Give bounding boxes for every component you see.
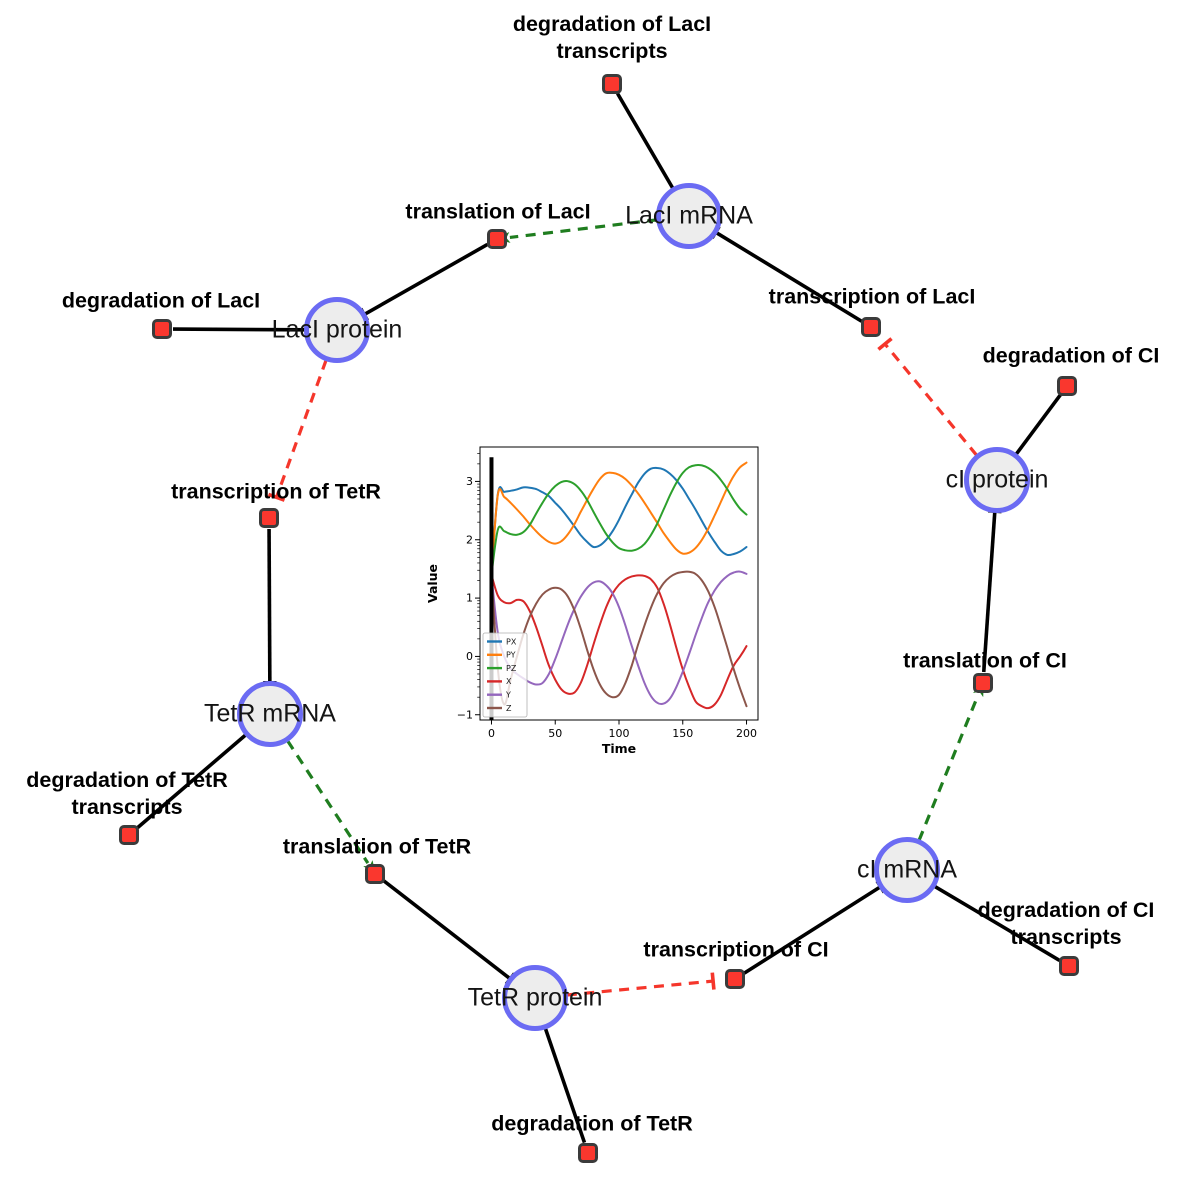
reaction-node-deg-laci-tr[interactable]: [602, 74, 622, 94]
species-node-laci-protein[interactable]: [304, 297, 370, 363]
edge-reactant-ci-mrna-deg-ci-tr: [933, 884, 1061, 962]
y-tick-label: 0: [466, 650, 473, 663]
y-axis-label: Value: [425, 564, 440, 603]
edge-modifier-tetr-mrna-transl-tetr: [286, 739, 377, 876]
reaction-node-transl-tetr[interactable]: [365, 864, 385, 884]
x-axis-label: Time: [602, 741, 636, 756]
edge-reactant-tetr-protein-deg-tetr: [543, 1027, 587, 1144]
edge-product-transc-laci-laci-mrna: [701, 223, 863, 323]
x-tick-label: 0: [488, 727, 495, 740]
reaction-node-transl-laci[interactable]: [487, 229, 507, 249]
edge-reactant-tetr-mrna-deg-tetr-tr: [136, 733, 247, 830]
inset-time-series-chart: −1 0 1 2 3 0 50 100 150 200 Time Value PX PY PZ XYZ: [425, 437, 777, 763]
legend-label-y: Y: [505, 691, 511, 700]
series-line-z: [490, 570, 748, 708]
series-line-pz: [490, 464, 748, 576]
y-tick-label: 2: [466, 533, 473, 546]
legend-label-py: PY: [506, 651, 516, 660]
x-tick-label: 150: [672, 727, 693, 740]
series-line-x: [490, 573, 748, 710]
legend-label-z: Z: [506, 704, 512, 713]
legend-label-px: PX: [506, 637, 517, 646]
y-tick-label: 3: [466, 475, 473, 488]
reaction-node-deg-tetr-tr[interactable]: [119, 825, 139, 845]
x-tick-label: 50: [548, 727, 562, 740]
edge-inhibition-tetr-protein-transc-ci: [566, 972, 716, 997]
reaction-node-deg-ci[interactable]: [1057, 376, 1077, 396]
edge-reactant-laci-mrna-deg-laci-tr: [615, 92, 675, 190]
species-node-tetr-protein[interactable]: [502, 965, 568, 1031]
y-tick-label: 1: [466, 592, 473, 605]
series-line-y: [490, 570, 748, 706]
y-tick-label: −1: [457, 708, 473, 721]
edge-product-transc-ci-ci-mrna: [743, 878, 895, 975]
edge-modifier-ci-mrna-transl-ci: [917, 681, 984, 841]
reaction-node-deg-ci-tr[interactable]: [1059, 956, 1079, 976]
series-line-py: [490, 461, 748, 576]
reaction-node-transl-ci[interactable]: [973, 673, 993, 693]
edge-reactant-ci-protein-deg-ci: [1014, 393, 1062, 456]
reaction-node-transc-ci[interactable]: [725, 969, 745, 989]
reaction-node-deg-tetr[interactable]: [578, 1143, 598, 1163]
species-node-ci-protein[interactable]: [964, 447, 1030, 513]
species-node-ci-mrna[interactable]: [874, 837, 940, 903]
edge-modifier-laci-mrna-transl-laci: [495, 218, 658, 243]
edge-product-transc-tetr-tetr-mrna: [263, 528, 277, 700]
legend-label-pz: PZ: [506, 664, 517, 673]
reaction-node-transc-tetr[interactable]: [259, 508, 279, 528]
edge-product-transl-laci-laci-protein: [350, 242, 489, 323]
series-line-px: [490, 466, 748, 576]
edge-product-transl-tetr-tetr-protein: [382, 879, 524, 989]
x-tick-label: 200: [736, 727, 757, 740]
legend-label-x: X: [506, 677, 512, 686]
edge-inhibition-ci-protein-transc-laci: [877, 337, 978, 457]
species-node-tetr-mrna[interactable]: [237, 681, 303, 747]
edge-reactant-laci-protein-deg-laci: [172, 327, 306, 332]
edge-inhibition-laci-protein-transc-tetr: [267, 359, 328, 502]
species-node-laci-mrna[interactable]: [656, 183, 722, 249]
edge-product-transl-ci-ci-protein: [981, 494, 1002, 673]
reaction-node-transc-laci[interactable]: [861, 317, 881, 337]
reaction-node-deg-laci[interactable]: [152, 319, 172, 339]
x-tick-label: 100: [609, 727, 630, 740]
legend-box: [482, 632, 528, 718]
